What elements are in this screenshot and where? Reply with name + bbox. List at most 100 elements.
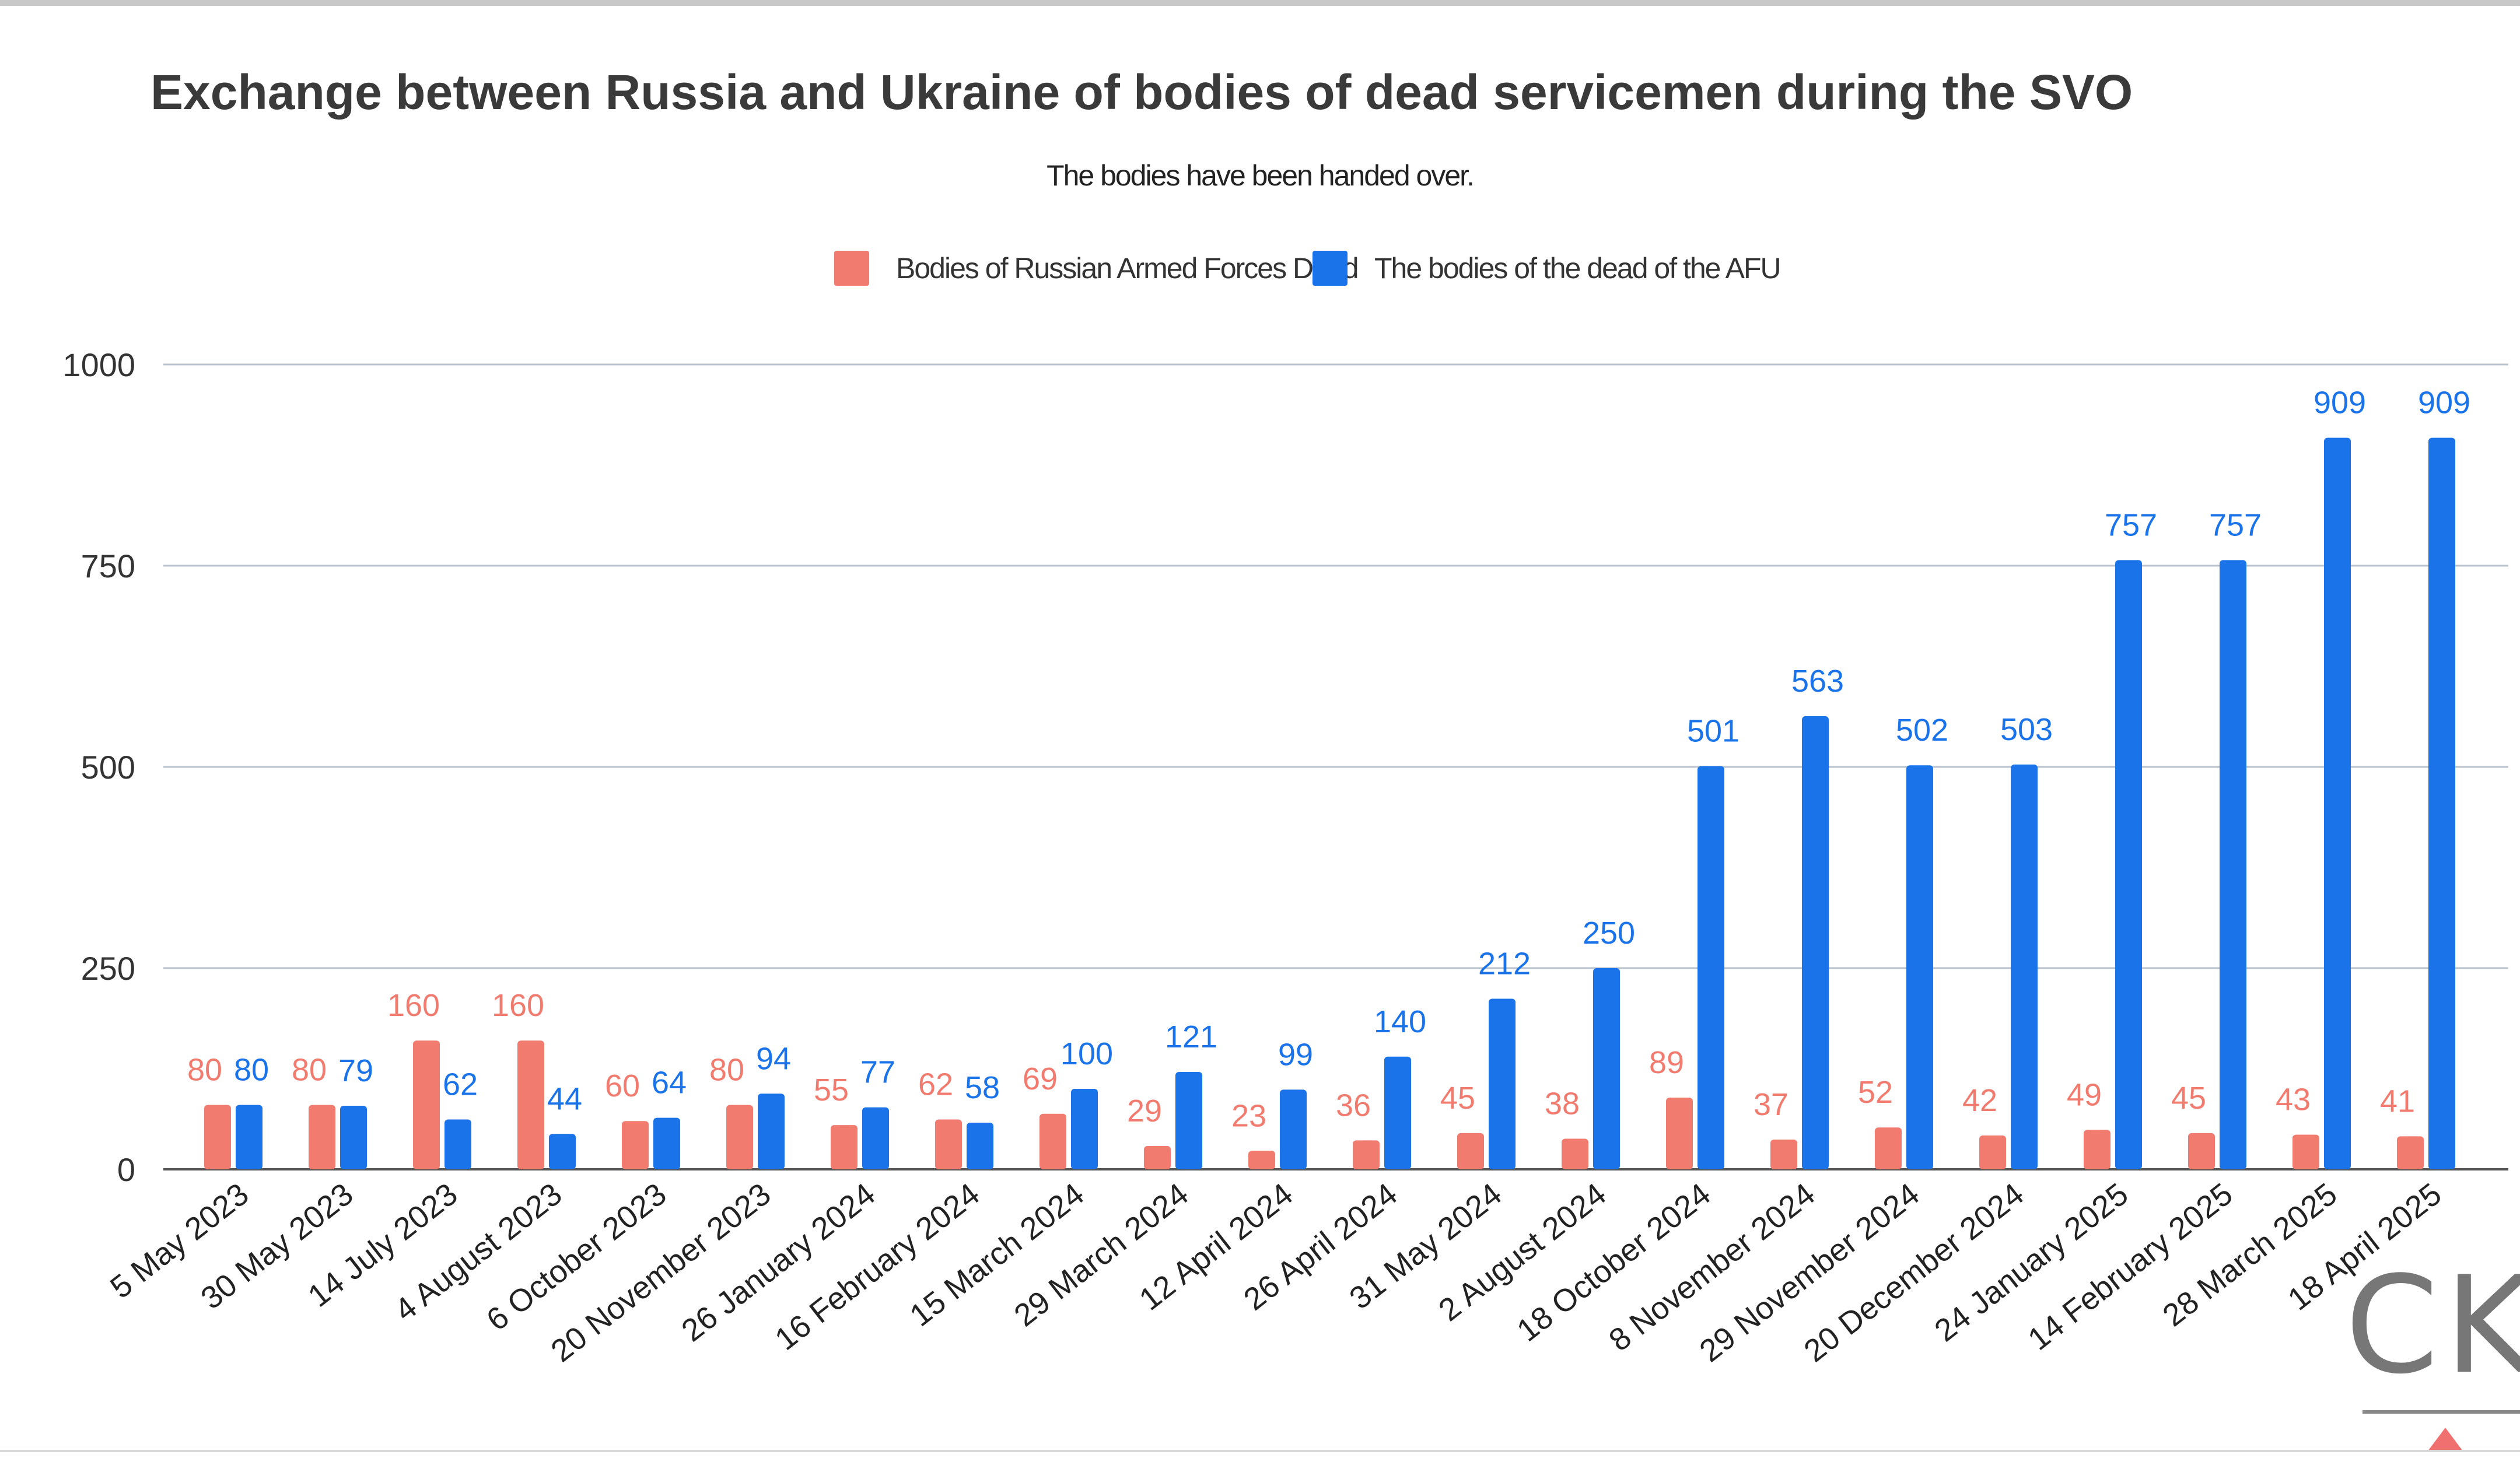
- bar-afu: [2428, 437, 2455, 1169]
- bar-afu: [444, 1119, 471, 1169]
- data-label-afu: 64: [652, 1066, 687, 1100]
- bar-russian: [1457, 1133, 1484, 1169]
- data-label-afu: 757: [2105, 507, 2157, 542]
- data-label-russian: 36: [1336, 1088, 1371, 1123]
- x-tick-label: 15 March 2024: [904, 1176, 1091, 1333]
- data-label-russian: 69: [1023, 1061, 1058, 1096]
- bar-russian: [1353, 1140, 1380, 1169]
- data-label-afu: 44: [547, 1081, 582, 1116]
- bar-afu: [758, 1094, 785, 1169]
- bar-russian: [1144, 1145, 1171, 1169]
- data-label-afu: 79: [338, 1053, 373, 1088]
- data-label-russian: 62: [918, 1067, 953, 1102]
- data-label-afu: 58: [965, 1070, 1000, 1105]
- data-label-afu: 909: [2314, 385, 2366, 420]
- x-tick-label: 28 March 2025: [2157, 1176, 2344, 1333]
- bar-afu: [2011, 764, 2038, 1169]
- legend-swatch-russian: [834, 251, 869, 286]
- bar-russian: [1562, 1138, 1588, 1169]
- bar-russian: [517, 1040, 544, 1169]
- y-tick-label: 1000: [62, 346, 135, 383]
- legend-label-afu: The bodies of the dead of the AFU: [1374, 252, 1782, 285]
- legend: Bodies of Russian Armed Forces Dead The …: [0, 251, 2520, 292]
- data-label-afu: 250: [1583, 916, 1635, 951]
- bar-afu: [236, 1105, 262, 1169]
- data-label-russian: 80: [292, 1053, 327, 1088]
- data-label-russian: 42: [1962, 1083, 1997, 1118]
- watermark-logo: CK: [2345, 1248, 2520, 1404]
- bar-afu: [2115, 560, 2142, 1169]
- data-label-afu: 502: [1896, 713, 1948, 748]
- data-label-russian: 80: [709, 1053, 744, 1088]
- bar-afu: [653, 1117, 680, 1169]
- data-label-russian: 41: [2380, 1084, 2415, 1119]
- data-label-afu: 80: [234, 1053, 269, 1088]
- data-label-russian: 60: [605, 1068, 640, 1103]
- bar-afu: [862, 1107, 889, 1169]
- data-label-afu: 212: [1478, 946, 1531, 981]
- data-label-afu: 140: [1374, 1004, 1426, 1039]
- legend-item-afu: The bodies of the dead of the AFU: [1312, 251, 1782, 286]
- watermark-triangle-icon: [2428, 1428, 2463, 1451]
- bar-russian: [1770, 1139, 1797, 1169]
- bar-russian: [2084, 1130, 2110, 1169]
- bar-russian: [831, 1125, 858, 1169]
- data-label-russian: 23: [1231, 1098, 1266, 1133]
- data-label-russian: 29: [1127, 1094, 1162, 1128]
- bar-afu: [1071, 1089, 1098, 1169]
- data-label-russian: 37: [1754, 1087, 1788, 1122]
- data-label-afu: 94: [756, 1041, 791, 1076]
- data-label-afu: 909: [2418, 385, 2470, 420]
- watermark-underline: [2362, 1410, 2520, 1414]
- data-label-afu: 77: [860, 1055, 895, 1090]
- bar-russian: [1979, 1135, 2006, 1169]
- x-tick-label: 29 March 2024: [1008, 1176, 1195, 1333]
- bar-russian: [1875, 1127, 1902, 1169]
- y-tick-label: 500: [81, 749, 135, 786]
- legend-item-russian: Bodies of Russian Armed Forces Dead: [834, 251, 1359, 286]
- bar-russian: [2292, 1134, 2319, 1169]
- x-tick-label: 6 October 2023: [480, 1176, 673, 1337]
- bar-russian: [204, 1105, 231, 1169]
- bar-afu: [1280, 1089, 1307, 1169]
- bar-afu: [1593, 968, 1620, 1169]
- bar-afu: [340, 1105, 367, 1169]
- y-tick-label: 250: [81, 950, 135, 987]
- data-label-russian: 45: [1440, 1081, 1475, 1116]
- bar-russian: [413, 1040, 440, 1169]
- data-label-afu: 501: [1687, 714, 1740, 749]
- data-label-russian: 160: [387, 988, 440, 1023]
- data-label-russian: 43: [2276, 1082, 2311, 1117]
- bar-afu: [2324, 437, 2351, 1169]
- bar-russian: [309, 1105, 335, 1169]
- data-label-russian: 89: [1649, 1045, 1684, 1080]
- bar-russian: [2397, 1136, 2424, 1169]
- y-tick-label: 750: [81, 548, 135, 584]
- bar-russian: [622, 1121, 649, 1169]
- top-border: [0, 0, 2520, 6]
- bar-afu: [967, 1122, 993, 1169]
- bar-russian: [2188, 1133, 2215, 1169]
- data-label-russian: 55: [814, 1073, 849, 1107]
- bar-afu: [1489, 998, 1516, 1169]
- bar-russian: [935, 1119, 962, 1169]
- data-label-afu: 100: [1060, 1036, 1113, 1071]
- bar-russian: [726, 1105, 753, 1169]
- data-label-afu: 503: [2000, 712, 2053, 747]
- data-label-russian: 52: [1858, 1075, 1893, 1110]
- bottom-border: [0, 1450, 2520, 1452]
- data-label-afu: 99: [1278, 1037, 1313, 1072]
- data-label-russian: 45: [2171, 1081, 2206, 1116]
- data-label-afu: 563: [1791, 664, 1844, 699]
- data-label-russian: 80: [187, 1053, 222, 1088]
- data-label-russian: 38: [1545, 1087, 1580, 1121]
- bar-russian: [1666, 1098, 1693, 1169]
- legend-label-russian: Bodies of Russian Armed Forces Dead: [896, 252, 1359, 285]
- legend-swatch-afu: [1312, 251, 1348, 286]
- data-label-russian: 49: [2067, 1077, 2102, 1112]
- bar-afu: [1802, 716, 1829, 1169]
- bar-afu: [1384, 1056, 1411, 1169]
- bar-afu: [1175, 1072, 1202, 1169]
- bar-afu: [1698, 766, 1724, 1169]
